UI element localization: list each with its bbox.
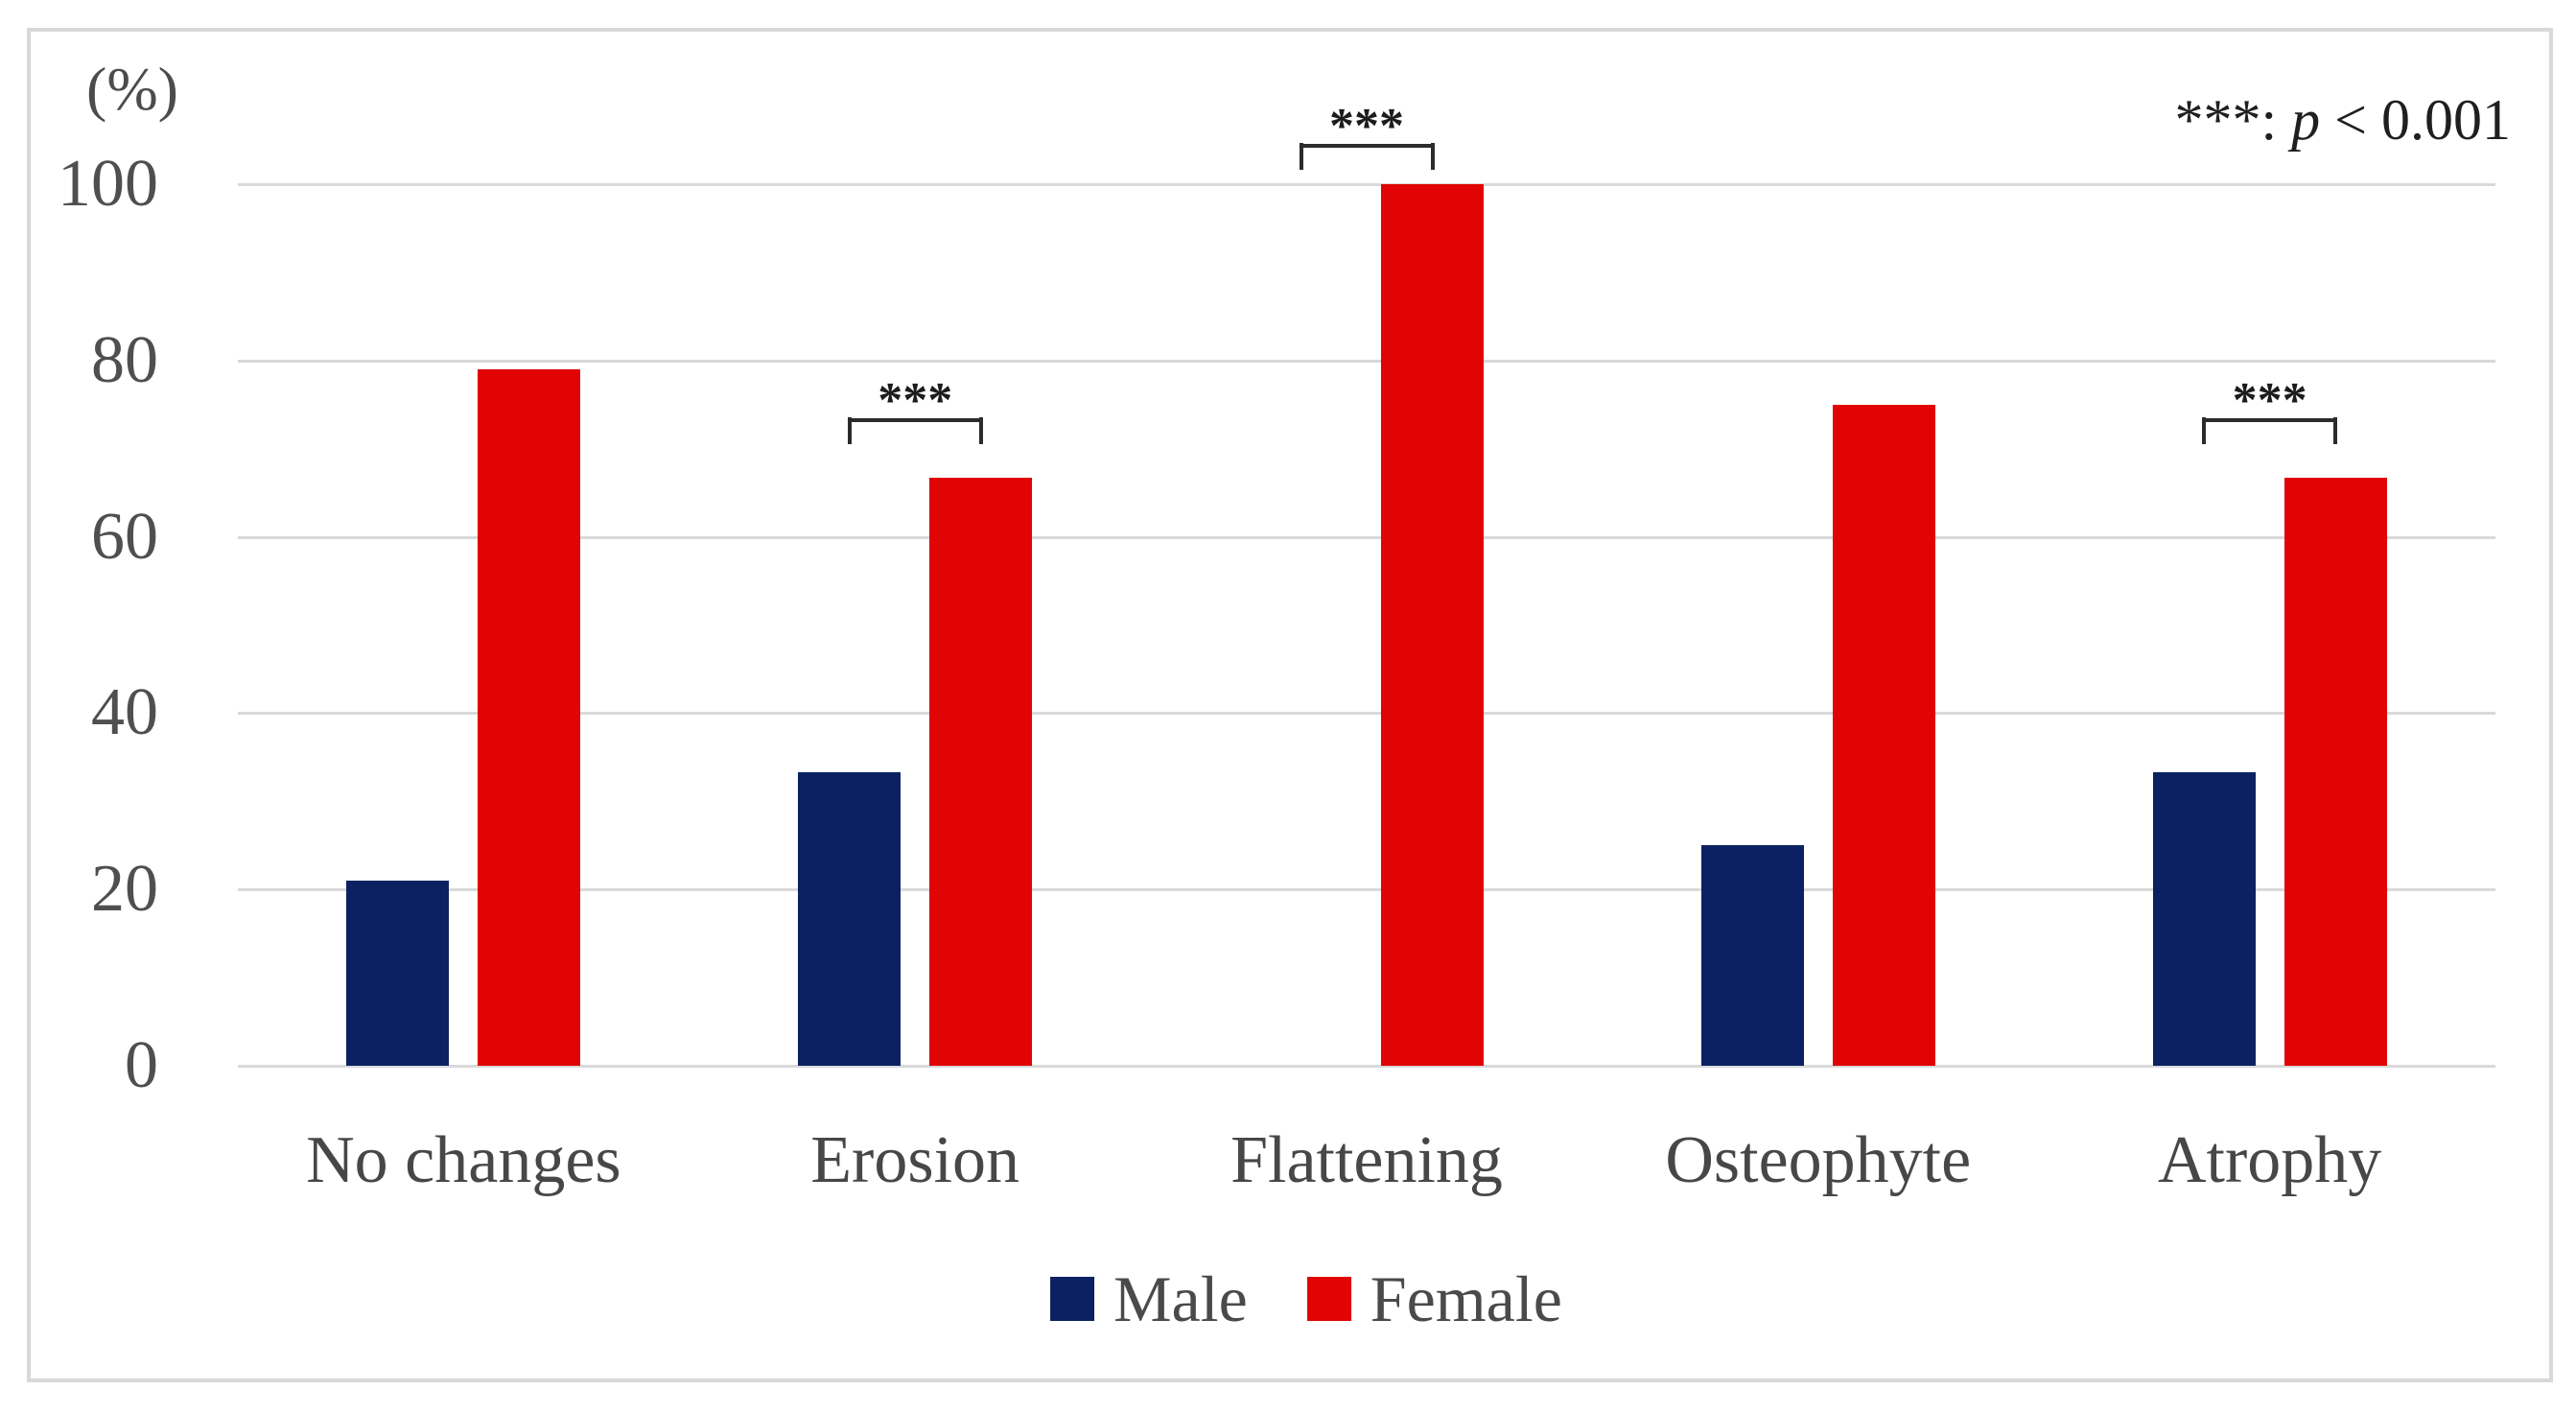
category-label-no-changes: No changes (306, 1123, 621, 1197)
bracket-end-right (1430, 143, 1435, 170)
y-tick-label-60: 60 (91, 499, 158, 574)
legend-label-female: Female (1370, 1262, 1562, 1335)
legend-swatch-male (1050, 1277, 1095, 1321)
gridline-20 (238, 888, 2495, 892)
significance-bracket-flattening (1299, 143, 1435, 171)
legend-item-female: Female (1306, 1262, 1562, 1335)
significance-key-stars: *** (2174, 88, 2261, 152)
bar-female-atrophy (2283, 478, 2387, 1066)
gridline-40 (238, 712, 2495, 716)
bracket-end-left (1299, 143, 1303, 170)
y-tick-label-100: 100 (58, 147, 158, 221)
gridline-100 (238, 183, 2495, 186)
gridline-0 (238, 1065, 2495, 1068)
significance-key: ***: p < 0.001 (2174, 88, 2511, 152)
bar-male-no-changes (346, 881, 450, 1066)
gridline-60 (238, 535, 2495, 539)
significance-key-threshold: < 0.001 (2320, 88, 2511, 152)
legend: Male Female (1050, 1266, 1562, 1332)
figure-border (27, 28, 2553, 1382)
category-label-osteophyte: Osteophyte (1665, 1123, 1972, 1197)
bracket-end-right (978, 417, 983, 445)
bracket-end-right (2333, 417, 2338, 445)
significance-stars-flattening: *** (1329, 99, 1404, 153)
significance-key-p-symbol: p (2291, 88, 2321, 152)
significance-stars-erosion: *** (878, 373, 953, 429)
bar-female-erosion (929, 478, 1033, 1066)
gridline-80 (238, 359, 2495, 363)
bar-male-osteophyte (1700, 845, 1804, 1066)
y-axis-unit-label: (%) (86, 55, 178, 123)
significance-bracket-erosion (847, 417, 983, 445)
significance-bracket-atrophy (2202, 417, 2338, 445)
category-label-flattening: Flattening (1230, 1123, 1503, 1197)
significance-key-separator: : (2260, 88, 2292, 152)
bracket-end-left (847, 417, 852, 445)
bar-female-no-changes (478, 368, 581, 1066)
y-tick-label-80: 80 (91, 322, 158, 397)
bar-female-flattening (1381, 184, 1484, 1066)
bracket-end-left (2202, 417, 2207, 445)
bar-female-osteophyte (1832, 404, 1935, 1066)
y-tick-label-20: 20 (91, 852, 158, 927)
significance-stars-atrophy: *** (2232, 373, 2307, 429)
y-tick-label-0: 0 (125, 1028, 158, 1102)
legend-label-male: Male (1113, 1262, 1248, 1335)
category-label-erosion: Erosion (810, 1123, 1020, 1197)
bar-male-atrophy (2152, 771, 2256, 1066)
category-label-atrophy: Atrophy (2157, 1123, 2382, 1197)
y-tick-label-40: 40 (91, 675, 158, 750)
legend-swatch-female (1306, 1277, 1351, 1321)
bar-male-erosion (798, 771, 902, 1066)
legend-item-male: Male (1050, 1266, 1248, 1332)
